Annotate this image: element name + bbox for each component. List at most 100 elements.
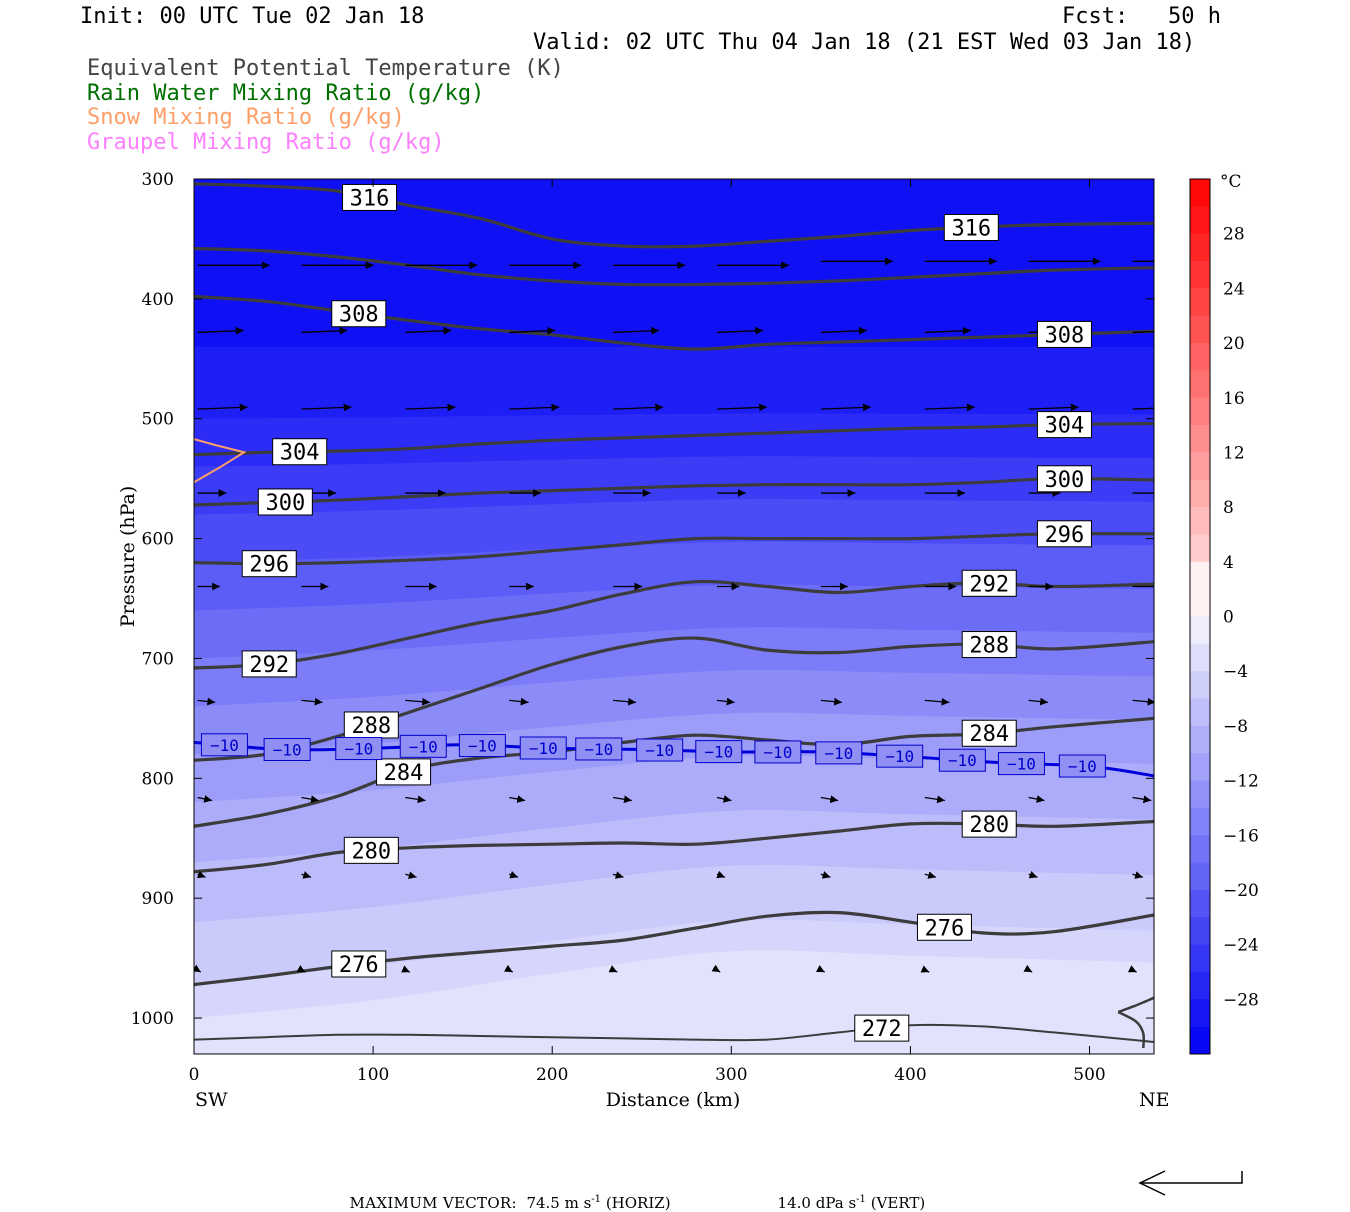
theta-e-contour-300	[194, 477, 1154, 507]
isotherm-label-box	[997, 752, 1045, 776]
wind-vector	[301, 871, 312, 879]
colorbar-segment	[1190, 452, 1210, 481]
colorbar-segment	[1190, 835, 1210, 864]
isotherm-label: −10	[273, 741, 302, 760]
contour-label-box	[241, 650, 297, 678]
wind-vector	[405, 326, 452, 335]
wind-vector	[711, 964, 721, 973]
contour-label-288: 288	[969, 634, 1009, 659]
wind-vector	[197, 403, 248, 412]
wind-vector	[716, 697, 735, 706]
wind-vector	[920, 965, 930, 973]
theta-e-contour-272	[194, 1023, 1154, 1043]
contour-label-284: 284	[384, 761, 424, 786]
wind-vector	[820, 697, 843, 706]
wind-vector	[405, 697, 431, 706]
colorbar-segment	[1190, 315, 1210, 344]
max-vector-vert-dir: (VERT)	[870, 1194, 926, 1212]
y-tick-label: 800	[142, 769, 174, 789]
wind-vector	[509, 403, 560, 412]
isotherm-label: −10	[1068, 757, 1097, 776]
wind-vector	[612, 871, 624, 879]
colorbar-segment	[1190, 425, 1210, 453]
wind-vector	[1023, 964, 1033, 973]
contour-label-280: 280	[351, 839, 391, 864]
x-tick-label: 500	[1073, 1065, 1105, 1085]
wind-vector	[301, 795, 319, 804]
max-vector-title: MAXIMUM VECTOR:	[349, 1194, 517, 1212]
contour-label-288: 288	[351, 714, 391, 739]
wind-vector	[1028, 697, 1049, 706]
theta-e-contour-small	[1117, 1010, 1146, 1049]
max-vector-label: MAXIMUM VECTOR: 74.5 m s-1 (HORIZ)	[340, 1176, 671, 1212]
y-tick-label: 900	[142, 889, 174, 909]
field-legend-theta-e: Equivalent Potential Temperature (K)	[87, 56, 564, 81]
contour-label-box	[376, 758, 432, 786]
colorbar-label: −28	[1223, 990, 1259, 1010]
x-tick-label: 200	[536, 1065, 568, 1085]
wind-vector	[509, 697, 529, 706]
colorbar-segment	[1190, 807, 1210, 836]
x-axis-title: Distance (km)	[606, 1089, 741, 1111]
isotherm-label: −10	[409, 737, 438, 756]
contour-label-box	[1036, 520, 1092, 548]
wind-vector	[509, 870, 519, 879]
contour-label-box	[331, 300, 387, 328]
contour-label-316: 316	[350, 186, 390, 211]
colorbar-segment	[1190, 753, 1210, 782]
colorbar-frame	[1189, 178, 1211, 1055]
colorbar-unit: °C	[1220, 172, 1242, 192]
temperature-band	[194, 950, 1154, 1054]
colorbar-segment	[1190, 206, 1210, 235]
wind-vector	[608, 965, 618, 973]
wind-vector	[301, 403, 352, 412]
wind-vector	[924, 871, 937, 879]
wind-vector	[924, 326, 971, 335]
wind-vector	[1028, 795, 1045, 803]
init-time: Init: 00 UTC Tue 02 Jan 18	[80, 4, 425, 29]
y-axis-title: Pressure (hPa)	[117, 486, 139, 628]
contour-label-296: 296	[249, 553, 289, 578]
colorbar-label: 20	[1223, 334, 1245, 354]
plot-frame	[193, 178, 1155, 1055]
isotherm-label-box	[200, 733, 248, 757]
contour-label-box	[343, 711, 399, 739]
isotherm-label: −10	[210, 736, 239, 755]
wind-vector	[509, 326, 556, 335]
contour-label-box	[272, 438, 328, 466]
contour-label-304: 304	[280, 441, 320, 466]
max-vector-vert: 14.0 dPa s	[777, 1194, 857, 1212]
wind-vector	[1127, 965, 1137, 973]
colorbar-label: −16	[1223, 826, 1259, 846]
wind-vector	[613, 697, 637, 706]
colorbar-label: 0	[1223, 608, 1234, 628]
contour-label-316: 316	[951, 216, 991, 241]
wind-vector	[196, 870, 206, 879]
contour-label-300: 300	[265, 491, 305, 516]
wind-vector	[613, 326, 660, 335]
wind-vector	[815, 965, 826, 973]
valid-time: Valid: 02 UTC Thu 04 Jan 18 (21 EST Wed …	[533, 30, 1196, 55]
max-vector-horiz-dir: (HORIZ)	[605, 1194, 671, 1212]
contour-label-292: 292	[249, 653, 289, 678]
x-tick-label: 100	[357, 1065, 389, 1085]
colorbar-label: −24	[1223, 936, 1259, 956]
contour-label-box	[961, 719, 1017, 747]
colorbar-segment	[1190, 999, 1210, 1028]
isotherm-label-box	[938, 748, 986, 772]
y-tick-label: 300	[142, 170, 174, 190]
contour-label-box	[257, 488, 313, 516]
contour-label-276: 276	[925, 916, 965, 941]
colorbar-segment	[1190, 179, 1210, 207]
wind-vector	[716, 403, 768, 412]
wind-vector	[1132, 871, 1144, 879]
isotherm-label: −10	[584, 740, 613, 759]
contour-label-box	[916, 913, 972, 941]
isotherm-label: −10	[468, 737, 497, 756]
colorbar-segment	[1190, 561, 1210, 590]
wind-vector	[405, 871, 417, 879]
colorbar-label: −20	[1223, 881, 1259, 901]
colorbar-segment	[1190, 780, 1210, 809]
theta-e-contour-296	[194, 532, 1154, 566]
wind-vector	[405, 795, 426, 804]
